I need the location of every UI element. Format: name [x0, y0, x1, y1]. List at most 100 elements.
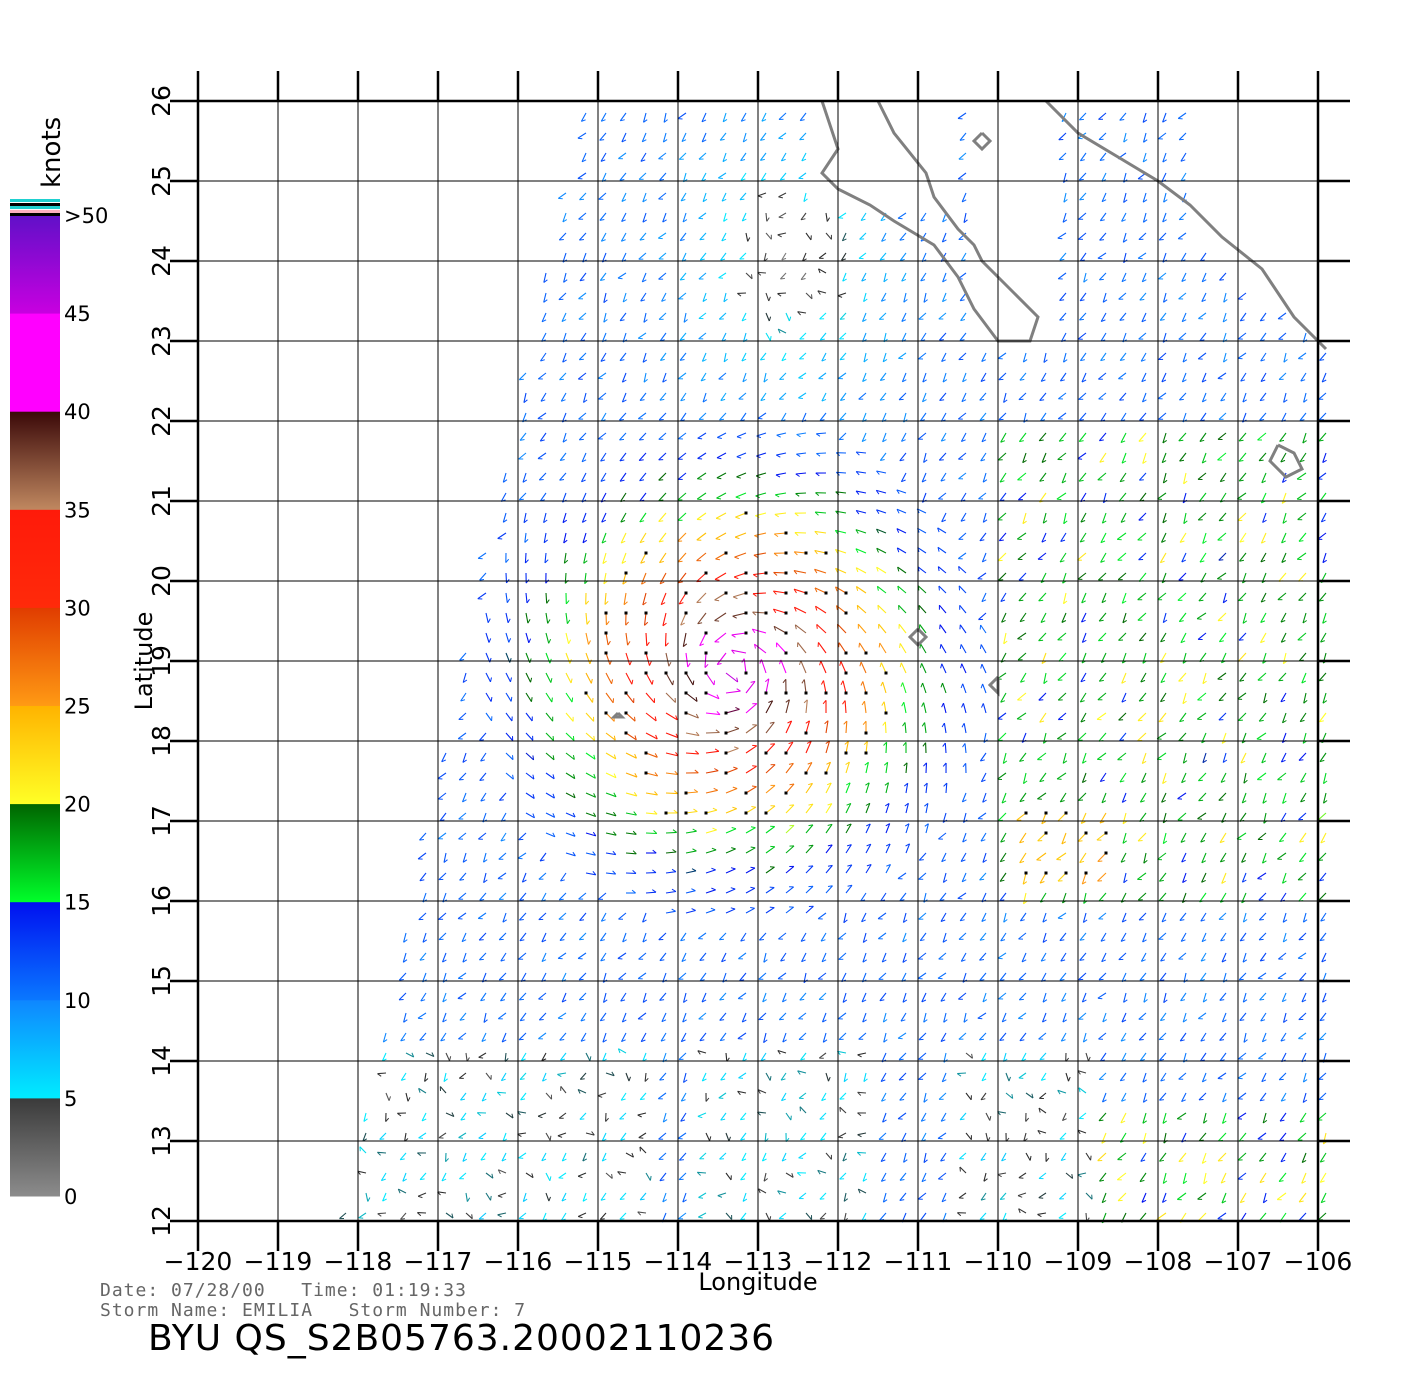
wind-vector: [662, 212, 667, 223]
wind-vector-barb: [552, 813, 556, 818]
wind-vector-barb: [528, 638, 532, 644]
wind-vector-barb: [963, 1019, 968, 1023]
wind-vector-barb: [862, 720, 867, 726]
wind-vector: [785, 763, 794, 774]
wind-vector: [605, 852, 616, 856]
wind-vector-barb: [1219, 279, 1224, 281]
wind-vector: [957, 172, 967, 180]
wind-vector-barb: [1259, 938, 1264, 941]
wind-vector-barb: [1259, 998, 1265, 1001]
wind-vector: [1098, 572, 1107, 581]
wind-vector-barb: [613, 831, 617, 836]
wind-vector: [681, 952, 687, 962]
wind-vector-barb: [612, 811, 617, 817]
wind-vector: [835, 529, 847, 534]
wind-vector: [977, 812, 987, 820]
wind-vector-barb: [896, 547, 900, 553]
wind-vector: [825, 232, 832, 240]
wind-vector: [1120, 932, 1127, 942]
wind-vector: [618, 972, 627, 980]
wind-vector-barb: [642, 219, 647, 223]
wind-vector-barb: [751, 274, 753, 279]
wind-vector: [884, 721, 887, 734]
wind-vector-barb: [777, 328, 781, 334]
wind-vector: [720, 1112, 727, 1121]
wind-vector-barb: [1301, 1159, 1307, 1164]
wind-vector: [1098, 632, 1107, 642]
wind-vector: [1059, 932, 1067, 941]
wind-vector: [1297, 352, 1307, 360]
wind-vector: [917, 547, 927, 554]
wind-vector: [879, 1212, 887, 1221]
wind-vector: [1178, 332, 1187, 340]
wind-vector-barb: [875, 490, 880, 495]
wind-vector-barb: [1120, 1079, 1125, 1082]
wind-vector: [865, 762, 869, 774]
wind-vector-barb: [821, 358, 827, 362]
wind-vector-barb: [619, 438, 625, 441]
wind-vector-barb: [1260, 559, 1266, 563]
wind-vector: [1057, 692, 1067, 701]
wind-vector-barb: [1082, 999, 1087, 1003]
wind-vector-barb: [678, 581, 683, 584]
wind-vector-barb: [750, 846, 756, 849]
wind-vector-barb: [780, 277, 785, 280]
wind-vector-barb: [1143, 139, 1148, 143]
wind-vector-barb: [397, 1112, 402, 1117]
wind-vector: [438, 932, 447, 941]
wind-vector: [755, 512, 767, 517]
wind-vector-barb: [420, 999, 426, 1002]
wind-vector-barb: [981, 919, 987, 922]
wind-vector: [658, 152, 667, 160]
wind-vector: [585, 612, 588, 625]
wind-vector: [680, 1112, 687, 1122]
wind-vector: [1001, 1152, 1007, 1162]
wind-vector-barb: [499, 978, 504, 981]
wind-vector: [1240, 372, 1247, 382]
wind-vector-barb: [500, 999, 506, 1002]
wind-vector: [1123, 872, 1127, 883]
wind-vector-barb: [1003, 399, 1008, 403]
rain-flag: [764, 751, 768, 755]
wind-vector-barb: [921, 479, 927, 483]
wind-vector: [1162, 612, 1167, 623]
wind-vector: [1301, 1172, 1307, 1184]
wind-vector: [1202, 532, 1207, 544]
wind-vector: [705, 789, 718, 794]
colorbar-band: [10, 509, 60, 608]
wind-vector-barb: [1079, 118, 1084, 121]
wind-vector-barb: [1163, 840, 1168, 845]
wind-vector-barb: [606, 620, 610, 626]
wind-vector-barb: [861, 278, 867, 282]
wind-vector: [1037, 752, 1047, 761]
y-tick-label: 20: [147, 565, 176, 597]
wind-vector-barb: [603, 999, 608, 1003]
wind-vector: [1318, 712, 1327, 723]
wind-vector-barb: [941, 702, 944, 708]
wind-vector: [1077, 332, 1087, 340]
wind-vector: [841, 972, 847, 982]
wind-vector-barb: [796, 1172, 801, 1177]
wind-vector-barb: [1063, 359, 1068, 363]
wind-vector: [1197, 632, 1207, 640]
wind-vector-barb: [835, 605, 838, 611]
wind-vector-barb: [381, 1178, 386, 1182]
wind-vector: [643, 312, 647, 323]
wind-vector: [696, 492, 707, 500]
wind-vector-barb: [418, 1088, 421, 1093]
wind-vector: [779, 372, 787, 380]
wind-vector-barb: [979, 418, 985, 421]
wind-vector: [1022, 352, 1027, 363]
wind-vector-barb: [629, 660, 632, 666]
wind-vector-barb: [747, 237, 751, 242]
wind-vector-barb: [1218, 799, 1224, 801]
wind-vector: [696, 472, 707, 480]
wind-vector-barb: [1122, 840, 1127, 844]
wind-vector-barb: [754, 644, 756, 649]
wind-vector-barb: [562, 519, 568, 524]
wind-vector: [818, 268, 827, 274]
wind-vector-barb: [1142, 159, 1148, 163]
wind-vector-barb: [1161, 540, 1166, 543]
wind-vector: [1038, 632, 1047, 642]
wind-vector: [1040, 972, 1047, 982]
